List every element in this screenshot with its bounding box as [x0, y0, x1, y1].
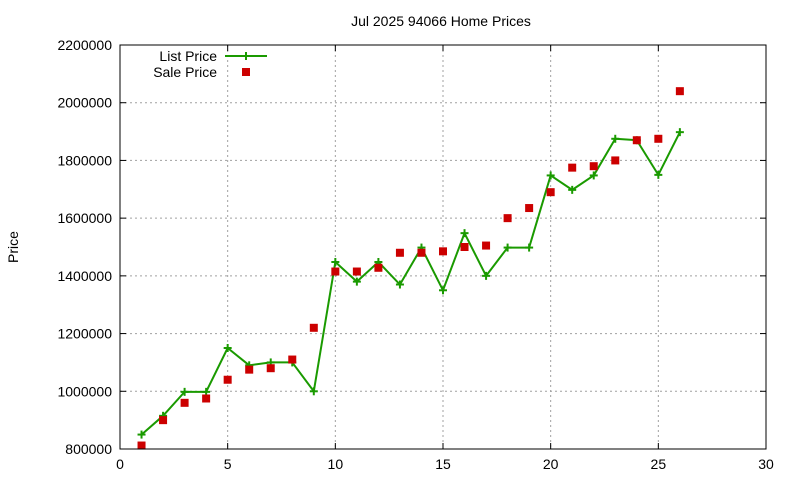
sale-price-point [159, 416, 168, 425]
list-price-point [482, 271, 491, 280]
list-price-point [352, 277, 361, 286]
x-tick-label: 10 [328, 456, 344, 472]
plot-frame [119, 44, 767, 450]
x-tick-label: 5 [224, 456, 232, 472]
sale-price-point [525, 204, 534, 213]
list-price-point [137, 430, 146, 439]
sale-price-point [352, 267, 361, 276]
sale-price-point [439, 247, 447, 256]
sale-price-point [568, 163, 577, 172]
y-tick-label: 1200000 [57, 326, 112, 342]
sale-price-point [288, 355, 297, 364]
list-price-point [309, 387, 318, 396]
legend-label: List Price [159, 48, 217, 64]
x-tick-label: 30 [758, 456, 774, 472]
sale-price-point [611, 156, 620, 165]
sale-price-point [223, 375, 232, 384]
list-price-point [525, 243, 534, 252]
y-tick-label: 2200000 [57, 37, 112, 53]
list-price-point [439, 286, 447, 295]
sale-price-point [632, 136, 641, 145]
sale-price-point [309, 323, 318, 332]
list-price-point [503, 243, 512, 252]
x-tick-label: 25 [651, 456, 667, 472]
data-series [137, 87, 684, 450]
list-price-point [568, 185, 577, 194]
sale-price-point [654, 134, 663, 143]
sale-price-point [460, 243, 469, 251]
y-tick-label: 2000000 [57, 95, 112, 111]
y-tick-label: 1000000 [57, 383, 112, 399]
list-price-point [223, 344, 232, 352]
x-tick-label: 20 [543, 456, 559, 472]
sale-price-point [589, 162, 598, 171]
y-tick-label: 800000 [65, 441, 112, 457]
sale-price-point [482, 241, 491, 250]
grid-lines [120, 45, 766, 449]
list-price-line [140, 131, 681, 436]
x-tick-label: 15 [435, 456, 451, 472]
list-price-point [546, 171, 555, 180]
sale-price-point [395, 248, 404, 257]
y-tick-label: 1800000 [57, 152, 112, 168]
y-axis-label: Price [5, 231, 21, 263]
y-tick-label: 1400000 [57, 268, 112, 284]
list-price-point [589, 171, 598, 180]
sale-price-point [417, 248, 426, 257]
sale-price-point [374, 263, 383, 272]
sale-price-point [675, 87, 684, 96]
list-price-point [395, 280, 404, 289]
legend-square-swatch [242, 68, 250, 76]
list-price-point [611, 134, 620, 143]
sale-price-point [331, 267, 340, 276]
chart-title: Jul 2025 94066 Home Prices [351, 13, 531, 29]
sale-price-point [546, 188, 555, 197]
list-price-point [460, 229, 469, 238]
sale-price-point [202, 394, 211, 403]
list-price-point [180, 387, 189, 396]
list-price-point [675, 128, 684, 137]
sale-price-point [180, 398, 189, 407]
sale-price-point [503, 214, 512, 223]
sale-price-point [137, 441, 146, 450]
sale-price-point [245, 365, 254, 374]
sale-price-point [266, 364, 275, 373]
list-price-point [331, 258, 340, 267]
y-tick-label: 1600000 [57, 210, 112, 226]
list-price-point [654, 170, 663, 179]
x-tick-label: 0 [116, 456, 124, 472]
legend-label: Sale Price [153, 64, 217, 80]
